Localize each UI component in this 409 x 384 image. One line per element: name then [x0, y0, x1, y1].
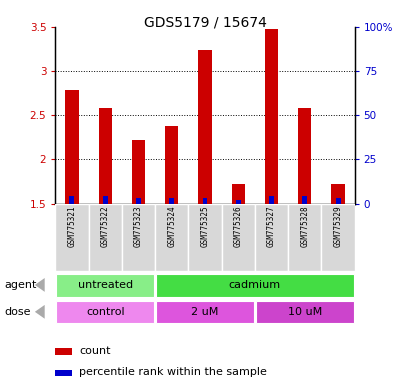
Text: percentile rank within the sample: percentile rank within the sample [79, 367, 267, 377]
Bar [69, 197, 74, 204]
Bar [301, 197, 306, 204]
Bar [165, 126, 178, 204]
Text: GSM775324: GSM775324 [167, 205, 176, 247]
Text: GSM775327: GSM775327 [266, 205, 275, 247]
Bar [231, 184, 244, 204]
FancyBboxPatch shape [254, 204, 288, 271]
Polygon shape [35, 278, 45, 292]
Text: GSM775321: GSM775321 [67, 205, 76, 247]
Bar [264, 29, 277, 204]
Text: cadmium: cadmium [228, 280, 280, 290]
FancyBboxPatch shape [221, 204, 254, 271]
Text: GSM775328: GSM775328 [299, 205, 308, 247]
FancyBboxPatch shape [321, 204, 354, 271]
Bar [198, 50, 211, 204]
FancyBboxPatch shape [56, 301, 154, 323]
FancyBboxPatch shape [188, 204, 221, 271]
Bar [330, 184, 344, 204]
Text: GSM775325: GSM775325 [200, 205, 209, 247]
Text: untreated: untreated [77, 280, 133, 290]
FancyBboxPatch shape [55, 204, 88, 271]
Text: agent: agent [4, 280, 36, 290]
FancyBboxPatch shape [56, 274, 154, 296]
Polygon shape [35, 305, 45, 319]
Bar [169, 198, 174, 204]
Text: control: control [86, 307, 124, 317]
Text: GDS5179 / 15674: GDS5179 / 15674 [143, 15, 266, 29]
Bar [103, 197, 108, 204]
Text: GSM775323: GSM775323 [134, 205, 143, 247]
Bar [297, 108, 311, 204]
Text: count: count [79, 346, 110, 356]
Bar [136, 198, 141, 204]
FancyBboxPatch shape [255, 301, 353, 323]
Bar [55, 348, 72, 355]
FancyBboxPatch shape [155, 274, 353, 296]
Bar [268, 197, 273, 204]
FancyBboxPatch shape [155, 301, 254, 323]
FancyBboxPatch shape [88, 204, 121, 271]
Bar [132, 140, 145, 204]
Bar [65, 91, 79, 204]
FancyBboxPatch shape [288, 204, 321, 271]
Text: dose: dose [4, 307, 31, 317]
Text: 10 uM: 10 uM [287, 307, 321, 317]
Bar [55, 370, 72, 376]
Text: GSM775329: GSM775329 [333, 205, 342, 247]
FancyBboxPatch shape [121, 204, 155, 271]
Bar [335, 198, 340, 204]
Text: GSM775326: GSM775326 [233, 205, 242, 247]
Bar [235, 200, 240, 204]
FancyBboxPatch shape [155, 204, 188, 271]
Bar [98, 108, 112, 204]
Text: 2 uM: 2 uM [191, 307, 218, 317]
Text: GSM775322: GSM775322 [101, 205, 110, 247]
Bar [202, 198, 207, 204]
